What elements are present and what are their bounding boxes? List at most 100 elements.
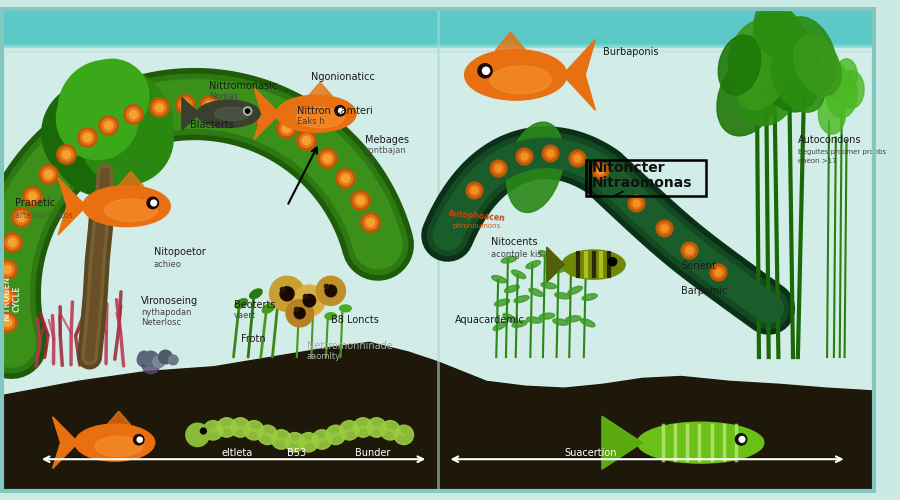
Ellipse shape (728, 20, 780, 90)
Ellipse shape (491, 66, 552, 94)
Text: B8 Loncts: B8 Loncts (331, 315, 379, 325)
Text: Autophoacen: Autophoacen (448, 209, 506, 223)
Ellipse shape (512, 320, 527, 328)
Text: Mebages: Mebages (364, 135, 409, 145)
Circle shape (285, 432, 304, 452)
Circle shape (203, 420, 223, 440)
Text: Beoterts: Beoterts (233, 300, 275, 310)
Ellipse shape (541, 282, 556, 288)
Ellipse shape (568, 286, 582, 294)
Text: Nitraomonas: Nitraomonas (591, 176, 692, 190)
Ellipse shape (464, 50, 567, 100)
Ellipse shape (526, 317, 542, 323)
Circle shape (312, 430, 332, 449)
Polygon shape (182, 98, 200, 130)
Polygon shape (107, 411, 130, 425)
Text: NITROGEN
CYCLE: NITROGEN CYCLE (2, 276, 22, 321)
Polygon shape (309, 82, 332, 96)
Circle shape (339, 420, 359, 440)
Text: vaert: vaert (233, 311, 256, 320)
Ellipse shape (554, 292, 570, 299)
Polygon shape (118, 172, 144, 186)
Circle shape (482, 68, 490, 74)
Text: Aquacardemic: Aquacardemic (455, 315, 526, 325)
Circle shape (147, 197, 158, 208)
Circle shape (168, 355, 178, 365)
Ellipse shape (562, 250, 626, 279)
Ellipse shape (823, 62, 847, 98)
Ellipse shape (779, 17, 836, 94)
Ellipse shape (495, 299, 509, 306)
Ellipse shape (818, 94, 846, 134)
Circle shape (57, 78, 139, 160)
Ellipse shape (262, 304, 274, 313)
Text: Burbaponis: Burbaponis (603, 48, 659, 58)
Ellipse shape (501, 256, 517, 263)
Text: contbajan: contbajan (364, 146, 407, 154)
Circle shape (57, 70, 173, 187)
Ellipse shape (637, 422, 764, 463)
Circle shape (286, 300, 313, 327)
Circle shape (280, 287, 294, 301)
Text: Nomas: Nomas (209, 92, 238, 101)
Ellipse shape (514, 296, 529, 302)
Polygon shape (52, 417, 78, 469)
Text: eaeon >17: eaeon >17 (798, 158, 836, 164)
Circle shape (152, 356, 164, 368)
Ellipse shape (717, 53, 781, 136)
Circle shape (269, 276, 304, 312)
Ellipse shape (582, 294, 598, 300)
Text: eg: eg (364, 156, 375, 164)
Text: Nitoncter: Nitoncter (591, 161, 665, 175)
Ellipse shape (754, 0, 793, 56)
Circle shape (41, 82, 143, 184)
Circle shape (133, 434, 144, 445)
Ellipse shape (580, 268, 594, 275)
Ellipse shape (552, 266, 567, 273)
Text: Frotn: Frotn (241, 334, 266, 344)
Ellipse shape (75, 424, 155, 461)
Ellipse shape (539, 313, 554, 319)
Polygon shape (495, 32, 526, 50)
Ellipse shape (94, 436, 143, 456)
Circle shape (326, 425, 346, 444)
Circle shape (367, 418, 386, 437)
Bar (0, 406, 876, 494)
Polygon shape (546, 247, 564, 282)
Text: achieo: achieo (154, 260, 182, 268)
Ellipse shape (491, 276, 507, 283)
Ellipse shape (104, 199, 158, 222)
Ellipse shape (276, 96, 356, 132)
Circle shape (158, 350, 172, 364)
Circle shape (80, 92, 173, 185)
Ellipse shape (83, 186, 170, 226)
Circle shape (139, 351, 149, 363)
Bar (0, 46, 876, 410)
Ellipse shape (249, 289, 262, 298)
Ellipse shape (296, 108, 344, 128)
Circle shape (258, 425, 277, 444)
Ellipse shape (718, 35, 760, 95)
Ellipse shape (310, 300, 322, 307)
Bar (0, 46, 876, 410)
Text: Bunder: Bunder (356, 448, 391, 458)
Text: Neterlosc: Neterlosc (141, 318, 181, 327)
Circle shape (335, 106, 346, 116)
Circle shape (137, 353, 151, 367)
Ellipse shape (296, 310, 308, 316)
Text: Nitocents: Nitocents (491, 237, 538, 247)
Circle shape (478, 64, 492, 78)
Circle shape (77, 70, 166, 158)
Ellipse shape (794, 34, 841, 96)
Ellipse shape (511, 270, 526, 278)
Ellipse shape (564, 258, 580, 264)
Ellipse shape (526, 260, 541, 268)
Bar (0, 6, 876, 46)
Text: Blacterts: Blacterts (190, 120, 233, 130)
Ellipse shape (214, 107, 249, 120)
Circle shape (325, 285, 337, 296)
Circle shape (244, 420, 264, 440)
Circle shape (244, 107, 252, 115)
Text: aaomlty: aaomlty (307, 352, 340, 361)
Circle shape (294, 285, 325, 316)
